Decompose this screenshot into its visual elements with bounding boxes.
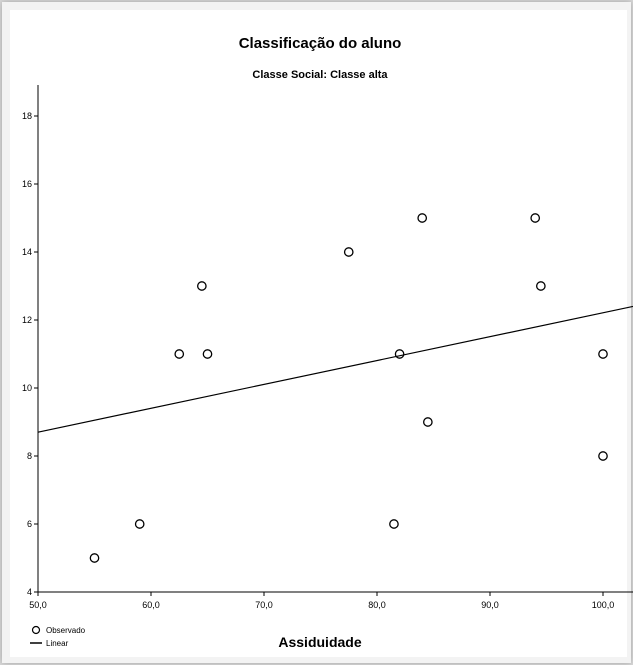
x-tick-label: 100,0 (592, 600, 615, 610)
data-point (202, 349, 213, 359)
chart-title: Classificação do aluno (239, 35, 402, 52)
data-point (197, 281, 207, 291)
x-tick-label: 90,0 (481, 600, 499, 610)
chart-panel (10, 10, 627, 657)
legend-fit-label: Linear (46, 639, 69, 648)
data-point (535, 281, 546, 291)
y-tick-label: 8 (27, 451, 32, 461)
data-point (134, 519, 145, 529)
legend: Observado Linear (30, 625, 86, 648)
y-tick-label: 14 (22, 247, 32, 257)
legend-observed-label: Observado (46, 626, 86, 635)
data-point (598, 451, 608, 461)
y-tick-label: 10 (22, 383, 32, 393)
data-point (389, 519, 399, 529)
legend-observed-marker (31, 625, 41, 635)
data-point (89, 553, 100, 563)
x-axis-label: Assiduidade (278, 634, 361, 650)
y-tick-label: 16 (22, 179, 32, 189)
x-tick-label: 80,0 (368, 600, 386, 610)
data-point (417, 213, 428, 223)
y-tick-label: 12 (22, 315, 32, 325)
x-tick-label: 50,0 (29, 600, 47, 610)
fit-line-layer (37, 305, 633, 433)
y-tick-label: 4 (27, 587, 32, 597)
y-tick-label: 6 (27, 519, 32, 529)
x-tick-label: 60,0 (142, 600, 160, 610)
chart-subtitle: Classe Social: Classe alta (252, 69, 388, 81)
points-layer (89, 213, 608, 563)
x-tick-label: 70,0 (255, 600, 273, 610)
data-point (174, 349, 185, 359)
y-tick-label: 18 (22, 111, 32, 121)
data-point (530, 213, 541, 223)
data-point (598, 349, 608, 359)
data-point (394, 349, 405, 359)
axes: 50,0 60,0 70,0 80,0 90,0 100,0 4 6 8 10 12 14 16 18 (22, 85, 633, 610)
data-point (422, 417, 433, 427)
linear-fit-line (37, 305, 633, 433)
data-point (343, 247, 354, 257)
